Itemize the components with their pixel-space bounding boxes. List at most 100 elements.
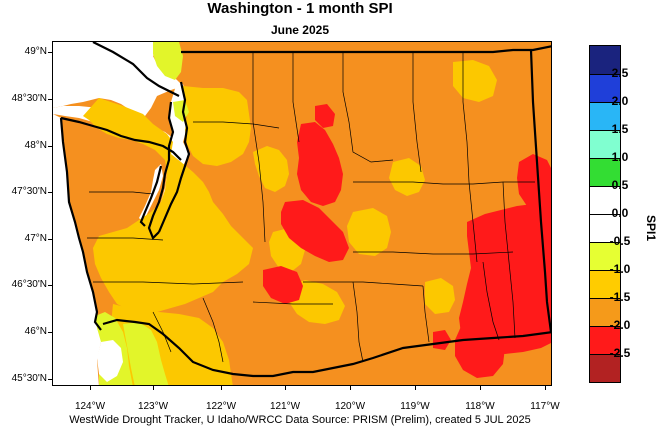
lat-tick xyxy=(48,192,52,193)
red-okanogan xyxy=(315,104,335,128)
lon-tick xyxy=(415,386,416,390)
lat-tick xyxy=(48,146,52,147)
legend-swatch xyxy=(590,46,620,74)
lon-label: 119°W xyxy=(400,401,430,412)
lightyellow-north xyxy=(153,42,183,80)
lat-tick xyxy=(48,99,52,100)
legend-label: 0.5 xyxy=(611,178,629,192)
red-northeast xyxy=(517,154,551,217)
lat-label: 46°N xyxy=(24,326,47,337)
legend-swatch xyxy=(590,186,620,214)
lon-tick xyxy=(480,386,481,390)
map-title: Washington - 1 month SPI xyxy=(207,0,393,17)
red-yakima xyxy=(263,266,303,304)
county-line xyxy=(412,52,422,173)
lon-tick xyxy=(90,386,91,390)
oregon-border-columbia xyxy=(102,318,551,378)
wet-patch xyxy=(97,340,123,382)
legend-label: 2.0 xyxy=(611,94,629,108)
puget-west-shore xyxy=(147,101,175,240)
lat-label: 46°30'N xyxy=(11,279,47,290)
legend-swatch xyxy=(590,158,620,186)
legend-label: 1.0 xyxy=(611,150,629,164)
lon-tick xyxy=(221,386,222,390)
legend-swatch xyxy=(590,102,620,130)
legend-label: -2.0 xyxy=(609,318,631,332)
wa-border-outline xyxy=(181,45,551,54)
variable-label: SPI1 xyxy=(644,215,658,242)
lat-label: 49°N xyxy=(24,46,47,57)
county-line xyxy=(342,52,394,163)
county-line xyxy=(303,281,424,287)
legend-label: -1.5 xyxy=(609,290,631,304)
lon-tick xyxy=(153,386,154,390)
county-line xyxy=(422,285,430,343)
county-line xyxy=(252,52,266,243)
canada-water xyxy=(53,42,183,116)
puget-east-shore xyxy=(157,81,191,233)
legend-swatch xyxy=(590,326,620,354)
yellow-northeast xyxy=(453,60,497,102)
lat-tick xyxy=(48,285,52,286)
yellow-south xyxy=(289,280,345,324)
spi-map xyxy=(53,42,551,385)
lat-label: 47°30'N xyxy=(11,186,47,197)
lon-label: 120°W xyxy=(334,401,366,412)
lat-tick xyxy=(48,52,52,53)
lat-tick xyxy=(48,239,52,240)
county-line xyxy=(193,121,280,129)
county-line xyxy=(482,261,500,341)
lon-tick xyxy=(350,386,351,390)
red-wenatchee xyxy=(281,200,349,262)
legend-swatch xyxy=(590,242,620,270)
county-line xyxy=(353,251,514,255)
lat-label: 47°N xyxy=(24,233,47,244)
legend-swatch xyxy=(590,298,620,326)
lon-tick xyxy=(285,386,286,390)
red-spot-1 xyxy=(433,330,451,350)
hood-canal-shore xyxy=(139,165,163,227)
county-line xyxy=(152,311,172,353)
red-blue-mtns xyxy=(455,322,505,378)
county-line xyxy=(87,237,164,241)
lon-label: 117°W xyxy=(530,401,560,412)
legend-swatch xyxy=(590,214,620,242)
pacific-ocean xyxy=(53,114,101,385)
lon-label: 121°W xyxy=(269,401,301,412)
county-line xyxy=(462,52,478,263)
state-outline xyxy=(59,42,551,378)
red-north-central xyxy=(297,122,343,206)
legend-label: -2.5 xyxy=(609,346,631,360)
county-line xyxy=(202,297,224,363)
lightyellow-southwest xyxy=(123,322,169,385)
map-subtitle: June 2025 xyxy=(270,23,330,37)
lat-tick xyxy=(48,379,52,380)
red-east xyxy=(459,204,551,354)
yellow-columbia xyxy=(389,158,425,196)
county-lines xyxy=(87,52,535,363)
county-line xyxy=(93,281,244,285)
county-line xyxy=(292,52,300,143)
legend-label: -0.5 xyxy=(609,234,631,248)
legend-label: 1.5 xyxy=(611,122,629,136)
lon-label: 124°W xyxy=(74,401,106,412)
yellow-palouse xyxy=(425,278,455,314)
legend-label: -1.0 xyxy=(609,262,631,276)
lat-label: 48°N xyxy=(24,140,47,151)
legend-swatch xyxy=(590,270,620,298)
county-line xyxy=(89,191,154,195)
idaho-border xyxy=(529,49,551,333)
county-line xyxy=(252,301,333,305)
legend-label: 0.0 xyxy=(611,206,629,220)
yellow-west xyxy=(83,98,253,314)
yellow-eastcentral xyxy=(347,208,391,256)
lon-tick xyxy=(545,386,546,390)
footer-credit: WestWide Drought Tracker, U Idaho/WRCC D… xyxy=(69,414,531,426)
yellow-northcentral xyxy=(183,86,251,166)
bc-coast xyxy=(92,42,180,97)
lat-label: 45°30'N xyxy=(11,373,47,384)
legend-swatch xyxy=(590,74,620,102)
legend-swatch xyxy=(590,130,620,158)
color-legend xyxy=(589,45,621,383)
county-line xyxy=(352,281,364,363)
